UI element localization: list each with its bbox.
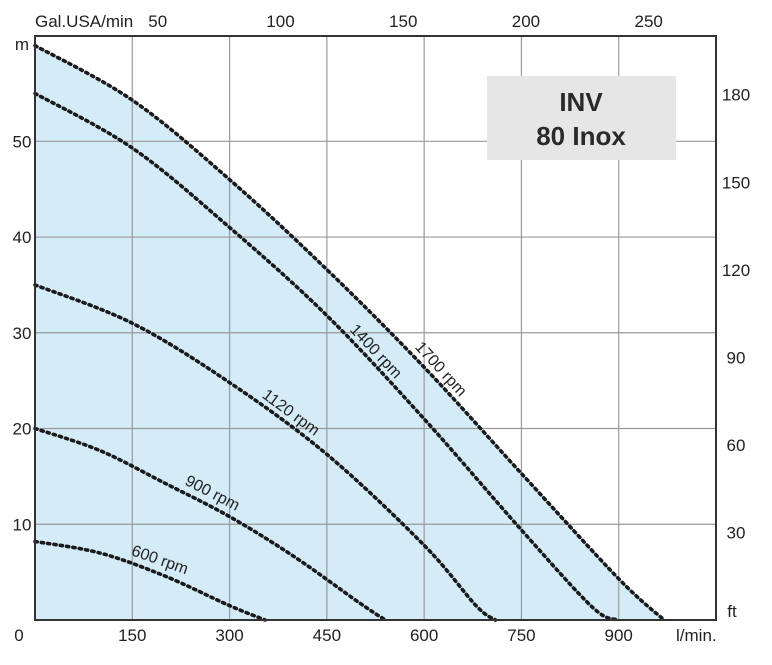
y-tick-label: 10 <box>13 515 32 534</box>
y-right-tick-label: 30 <box>727 523 746 542</box>
curve-900-rpm <box>33 426 388 622</box>
x-tick-label: 0 <box>14 626 23 645</box>
y-right-unit-label: ft <box>727 602 737 621</box>
title-line-1: INV <box>559 87 603 117</box>
y-tick-label: 30 <box>13 324 32 343</box>
y-right-tick-label: 180 <box>722 86 750 105</box>
y-unit-label: m <box>15 35 29 54</box>
curve-1700-rpm <box>33 43 666 622</box>
y-tick-label: 20 <box>13 420 32 439</box>
x-tick-label: 300 <box>215 626 243 645</box>
x-top-tick-label: 100 <box>266 12 294 31</box>
x-tick-label: 150 <box>118 626 146 645</box>
y-right-tick-label: 120 <box>722 261 750 280</box>
y-right-tick-label: 150 <box>722 173 750 192</box>
curve-600-rpm <box>33 539 268 622</box>
y-tick-label: 50 <box>13 132 32 151</box>
x-tick-label: 450 <box>313 626 341 645</box>
x-tick-label: 900 <box>605 626 633 645</box>
x-top-tick-label: 200 <box>512 12 540 31</box>
x-unit-label: l/min. <box>676 626 717 645</box>
x-top-tick-label: 50 <box>148 12 167 31</box>
y-tick-label: 40 <box>13 228 32 247</box>
x-top-unit-label: Gal.USA/min <box>35 12 133 31</box>
plot-frame <box>34 35 717 621</box>
x-top-tick-label: 150 <box>389 12 417 31</box>
x-top-tick-label: 250 <box>635 12 663 31</box>
curve-1400-rpm <box>33 91 621 622</box>
x-tick-label: 750 <box>507 626 535 645</box>
title-line-2: 80 Inox <box>536 121 626 151</box>
y-right-tick-label: 60 <box>727 436 746 455</box>
rpm-curves <box>33 43 666 622</box>
y-right-tick-label: 90 <box>727 348 746 367</box>
curve-1120-rpm <box>33 283 498 622</box>
x-tick-label: 600 <box>410 626 438 645</box>
title-box: INV 80 Inox <box>487 76 676 160</box>
axis-ticks: 0 150 300 450 600 750 900 10 20 30 40 50 50 100 150 200… <box>13 12 751 645</box>
